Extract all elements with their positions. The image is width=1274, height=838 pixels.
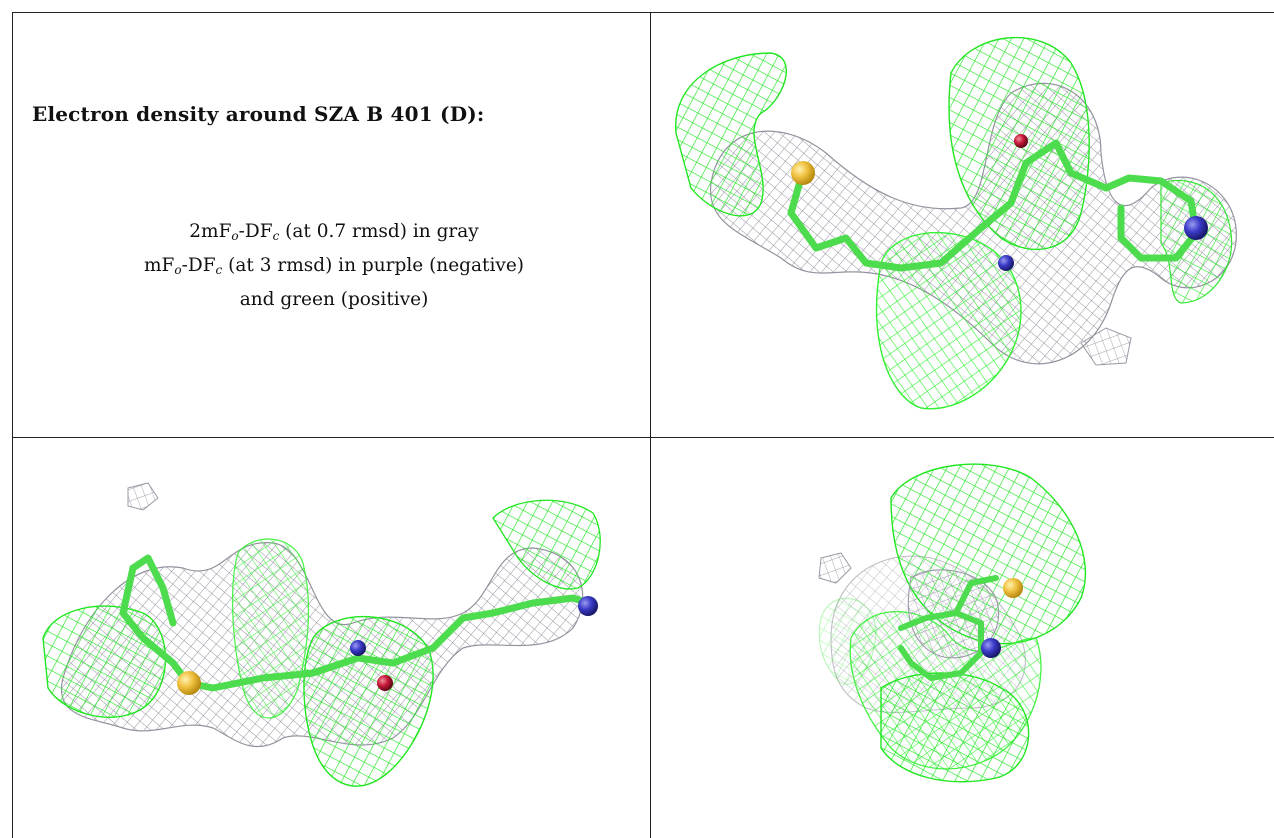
sulfur-atom (1003, 578, 1023, 598)
nitrogen-atom (350, 640, 366, 656)
figure-title: Electron density around SZA B 401 (D): (32, 102, 485, 126)
legend-subscript: o (174, 263, 182, 277)
map-legend: 2mFo-DFc (at 0.7 rmsd) in gray mFo-DFc (… (32, 217, 636, 314)
cell-divider-vertical (650, 12, 651, 838)
density-view-top-right (651, 13, 1274, 437)
legend-line-fofc: mFo-DFc (at 3 rmsd) in purple (negative) (32, 251, 636, 285)
outer-border-top (12, 12, 1274, 13)
legend-text: (at 3 rmsd) in purple (negative) (222, 255, 525, 276)
legend-text: mF (143, 255, 175, 276)
sulfur-atom (791, 161, 815, 185)
legend-subscript: c (272, 229, 280, 243)
cell-divider-horizontal (12, 437, 1274, 438)
legend-subscript: o (231, 229, 239, 243)
legend-subscript: c (215, 263, 223, 277)
legend-line-colors: and green (positive) (239, 289, 429, 310)
outer-border-left (12, 12, 13, 838)
ligand-stick-model (119, 554, 598, 695)
ligand-stick-model (898, 575, 1023, 681)
nitrogen-atom (578, 596, 598, 616)
legend-text: 2mF (189, 221, 232, 242)
legend-line-2fofc: 2mFo-DFc (at 0.7 rmsd) in gray (32, 217, 636, 251)
legend-text: -DF (181, 255, 216, 276)
legend-text: -DF (238, 221, 273, 242)
sulfur-atom (177, 671, 201, 695)
ligand-stick-model (787, 134, 1208, 272)
nitrogen-atom (981, 638, 1001, 658)
oxygen-atom (1014, 134, 1028, 148)
nitrogen-atom (1184, 216, 1208, 240)
density-view-bottom-right (651, 438, 1274, 838)
nitrogen-atom (998, 255, 1014, 271)
figure-table: Electron density around SZA B 401 (D): 2… (12, 12, 1274, 838)
density-view-bottom-left (13, 438, 650, 838)
oxygen-atom (377, 675, 393, 691)
legend-text: (at 0.7 rmsd) in gray (279, 221, 479, 242)
